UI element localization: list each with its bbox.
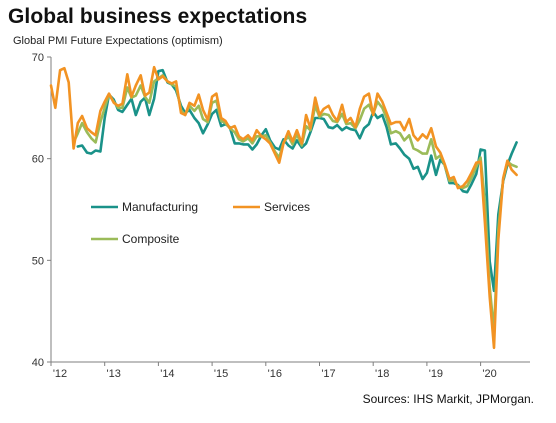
chart-title: Global business expectations	[8, 5, 308, 28]
legend: Manufacturing Services Composite	[91, 200, 310, 246]
legend-label-composite: Composite	[122, 232, 180, 246]
y-tick-label: 60	[32, 154, 44, 166]
x-tick-label: '14	[160, 368, 174, 380]
x-tick-label: '17	[321, 368, 335, 380]
legend-label-services: Services	[264, 200, 310, 214]
legend-label-manufacturing: Manufacturing	[122, 200, 198, 214]
series-line-services	[49, 65, 518, 350]
y-tick-label: 70	[32, 52, 44, 64]
x-tick-label: '16	[268, 368, 282, 380]
y-tick-label: 50	[32, 255, 44, 267]
source-note: Sources: IHS Markit, JPMorgan.	[362, 392, 534, 406]
y-tick-label: 40	[32, 357, 44, 369]
series-lines	[49, 65, 518, 350]
chart-subtitle: Global PMI Future Expectations (optimism…	[13, 35, 223, 47]
x-tick-label: '18	[375, 368, 389, 380]
x-tick-label: '19	[429, 368, 443, 380]
axes: 40 50 60 70 '12 '13 '14 '15 '16 '17 '18 '19 '20	[32, 52, 530, 380]
x-tick-label: '15	[214, 368, 228, 380]
x-tick-label: '13	[107, 368, 121, 380]
x-tick-label: '20	[482, 368, 496, 380]
x-tick-label: '12	[53, 368, 67, 380]
